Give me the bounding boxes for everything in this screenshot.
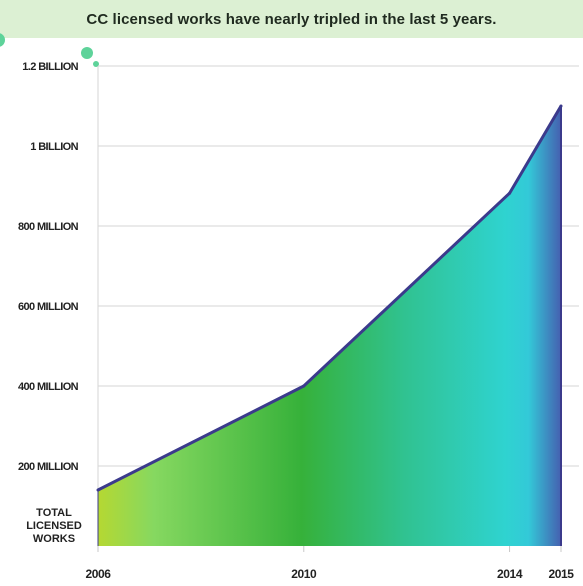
x-tick-label: 2010 [291, 567, 317, 581]
decor-dot [93, 61, 99, 67]
y-tick-label: 200 MILLION [18, 461, 79, 473]
y-tick-label: 600 MILLION [18, 301, 79, 313]
y-axis-title-line-1: TOTAL [36, 507, 72, 519]
y-tick-label: 1.2 BILLION [22, 61, 78, 73]
area-fill [98, 106, 561, 546]
decor-dot [81, 47, 93, 59]
y-tick-label: 1 BILLION [30, 141, 78, 153]
y-tick-label: 800 MILLION [18, 221, 79, 233]
data-point [508, 191, 512, 195]
y-tick-label: 400 MILLION [18, 381, 79, 393]
decor-dot [0, 33, 5, 47]
x-tick-label: 2015 [548, 567, 574, 581]
x-tick-label: 2014 [497, 567, 523, 581]
y-axis-title: TOTAL LICENSED WORKS [14, 507, 94, 546]
y-axis-title-line-2: LICENSED [26, 520, 82, 532]
series-line [97, 105, 563, 492]
title-banner: CC licensed works have nearly tripled in… [0, 0, 583, 38]
data-point [96, 488, 100, 492]
chart-title: CC licensed works have nearly tripled in… [86, 10, 497, 28]
data-point [302, 384, 306, 388]
y-axis-title-line-3: WORKS [32, 533, 76, 545]
data-point [559, 104, 563, 108]
x-tick-label: 2006 [85, 567, 111, 581]
